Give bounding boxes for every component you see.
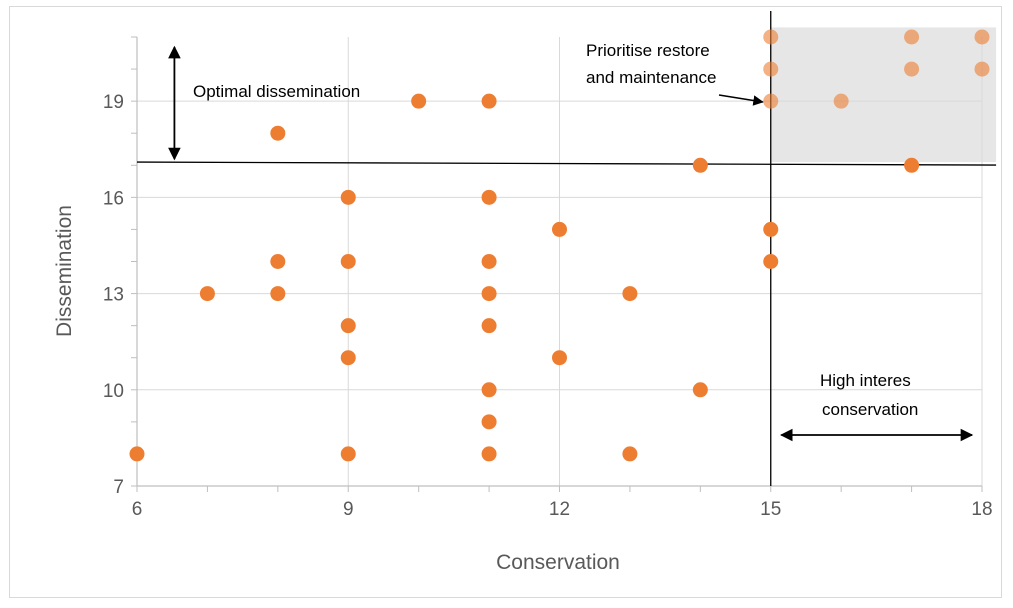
data-point bbox=[904, 29, 920, 45]
data-point bbox=[481, 318, 497, 334]
dissemination-threshold-line bbox=[136, 161, 997, 166]
data-point bbox=[270, 286, 286, 302]
annotation-high-interest-line1: High interes bbox=[820, 371, 911, 390]
y-tick-label: 16 bbox=[103, 188, 124, 209]
y-tick-label: 13 bbox=[103, 285, 124, 306]
data-point bbox=[270, 254, 286, 269]
data-points bbox=[129, 29, 990, 462]
data-point bbox=[340, 318, 356, 334]
x-tick-label: 15 bbox=[760, 499, 781, 520]
x-tick-label: 12 bbox=[549, 499, 570, 520]
data-point bbox=[411, 93, 427, 109]
y-tick-label: 19 bbox=[103, 92, 124, 113]
data-point bbox=[552, 350, 567, 366]
data-point bbox=[763, 221, 779, 237]
data-point bbox=[199, 286, 215, 302]
y-tick-label: 10 bbox=[103, 381, 124, 402]
data-point bbox=[340, 189, 356, 205]
chart-frame: 6 9 12 15 18 7 10 13 16 19 Optimal dissemination … bbox=[9, 6, 1002, 598]
x-tick-label: 9 bbox=[343, 499, 354, 520]
data-point bbox=[622, 446, 638, 462]
y-axis-title: Dissemination bbox=[53, 205, 76, 337]
annotation-prioritise-line1: Prioritise restore bbox=[586, 41, 710, 60]
data-point bbox=[974, 29, 990, 45]
priority-region bbox=[770, 27, 997, 163]
data-point bbox=[833, 93, 849, 109]
data-point bbox=[270, 125, 286, 141]
data-point bbox=[481, 189, 497, 205]
data-point bbox=[481, 93, 497, 109]
annotation-high-interest-line2: conservation bbox=[822, 400, 918, 419]
data-point bbox=[340, 446, 356, 462]
data-point bbox=[763, 254, 779, 269]
x-tick-label: 18 bbox=[971, 499, 992, 520]
y-tick-label: 7 bbox=[113, 477, 124, 498]
data-point bbox=[481, 286, 497, 302]
data-point bbox=[763, 29, 779, 45]
data-point bbox=[129, 446, 145, 462]
data-point bbox=[904, 61, 920, 77]
data-point bbox=[692, 382, 708, 398]
data-point bbox=[974, 61, 990, 77]
data-point bbox=[481, 382, 497, 398]
data-point bbox=[763, 93, 779, 109]
tick-labels: 6 9 12 15 18 7 10 13 16 19 bbox=[103, 92, 993, 520]
annotation-optimal-dissemination: Optimal dissemination bbox=[193, 82, 360, 101]
data-point bbox=[481, 254, 497, 269]
data-point bbox=[763, 61, 779, 77]
data-point bbox=[622, 286, 638, 302]
data-point bbox=[904, 157, 920, 173]
annotation-prioritise-line2: and maintenance bbox=[586, 68, 716, 87]
x-tick-label: 6 bbox=[132, 499, 143, 520]
data-point bbox=[552, 221, 567, 237]
data-point bbox=[340, 350, 356, 366]
data-point bbox=[340, 254, 356, 269]
axes bbox=[131, 36, 983, 492]
prioritise-pointer-arrow bbox=[718, 94, 764, 106]
data-point bbox=[692, 157, 708, 173]
data-point bbox=[481, 446, 497, 462]
data-point bbox=[481, 414, 497, 430]
x-axis-title: Conservation bbox=[496, 551, 620, 574]
